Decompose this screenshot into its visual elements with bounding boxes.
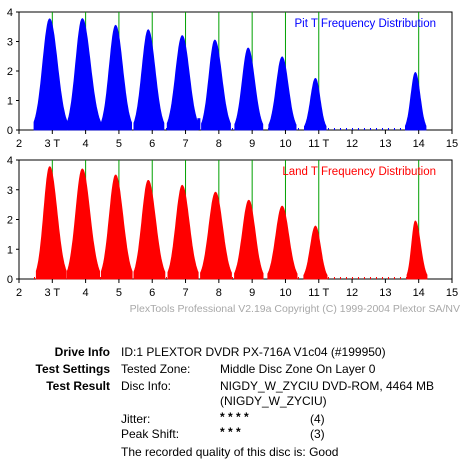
chart1-xtick-label-9: 9 [249, 138, 255, 150]
chart2-xtick-label-2: 2 [16, 287, 22, 299]
chart1-peak-5t [100, 24, 132, 131]
chart1-peak-8t [201, 39, 231, 131]
chart2-xtick-label-11: 11 T [308, 287, 329, 299]
disc-info-value-2: (NIGDY_W_ZYCIU) [220, 394, 327, 408]
chart2-xtick-label-15: 15 [446, 287, 458, 299]
drive-info-value: ID:1 PLEXTOR DVDR PX-716A V1c04 (#199950… [121, 345, 386, 359]
chart2-peak-7t [167, 184, 199, 280]
drive-info-label: Drive Info [54, 345, 110, 359]
peak-shift-score: (3) [310, 427, 325, 441]
chart1-title: Pit T Frequency Distribution [295, 18, 436, 30]
copyright-text: PlexTools Professional V2.19a Copyright … [129, 303, 460, 315]
jitter-stars: * * * * [220, 410, 249, 424]
chart1-xtick-label-11: 11 T [308, 138, 329, 150]
chart1-peak-6t [133, 29, 165, 131]
chart1-peak-3t [33, 18, 68, 131]
chart2-xtick-label-4: 4 [83, 287, 89, 299]
chart2-ytick-label-4: 4 [7, 155, 13, 167]
chart2-xtick-label-7: 7 [182, 287, 188, 299]
chart2-peak-4t [66, 168, 100, 280]
chart1-xtick-label-5: 5 [116, 138, 122, 150]
disc-info-label: Disc Info: [121, 379, 172, 393]
chart1-xtick-label-6: 6 [149, 138, 155, 150]
chart1-xtick-label-10: 10 [279, 138, 291, 150]
peak-shift-stars: * * * [220, 425, 241, 439]
chart1-peak-14t [405, 72, 427, 131]
chart1-ytick-label-3: 3 [7, 37, 13, 49]
chart1-xtick-label-14: 14 [413, 138, 425, 150]
chart2-ytick-label-1: 1 [7, 244, 13, 256]
chart2-peak-10t [267, 205, 298, 280]
chart2-xtick-label-13: 13 [379, 287, 391, 299]
chart1-spike-0 [197, 118, 201, 130]
chart2-xtick-label-3: 3 T [44, 287, 60, 299]
chart2-xtick-label-12: 12 [346, 287, 358, 299]
tested-zone-label: Tested Zone: [121, 362, 191, 376]
chart1-xtick-label-12: 12 [346, 138, 358, 150]
chart1-ytick-label-1: 1 [7, 96, 13, 108]
peak-shift-label: Peak Shift: [121, 427, 180, 441]
chart2-xtick-label-8: 8 [216, 287, 222, 299]
chart1-peak-7t [166, 35, 199, 131]
chart2-peak-11t [303, 225, 328, 280]
chart1-peak-9t [234, 47, 264, 131]
test-settings-label: Test Settings [35, 362, 110, 376]
chart1-ytick-label-0: 0 [7, 125, 13, 137]
chart2-ytick-label-0: 0 [7, 274, 13, 286]
chart1-ytick-label-2: 2 [7, 66, 13, 78]
chart2-peak-5t [100, 174, 133, 280]
chart2-ytick-label-2: 2 [7, 215, 13, 227]
chart2-xtick-label-14: 14 [413, 287, 425, 299]
chart1-peak-4t [66, 17, 101, 131]
chart2-peak-3t [35, 166, 67, 280]
disc-info-value: NIGDY_W_ZYCIU DVD-ROM, 4464 MB [220, 379, 435, 393]
chart1-peak-11t [304, 77, 327, 131]
chart2-peak-6t [133, 180, 166, 280]
tested-zone-value: Middle Disc Zone On Layer 0 [220, 362, 376, 376]
chart2-peak-8t [200, 191, 232, 280]
chart1-xtick-label-3: 3 T [44, 138, 60, 150]
chart1-xtick-label-13: 13 [379, 138, 391, 150]
chart2-xtick-label-9: 9 [249, 287, 255, 299]
test-result-label: Test Result [46, 379, 110, 393]
chart2-xtick-label-10: 10 [279, 287, 291, 299]
chart1-peak-10t [268, 56, 297, 131]
chart1-xtick-label-15: 15 [446, 138, 458, 150]
chart1-xtick-label-4: 4 [83, 138, 89, 150]
jitter-label: Jitter: [121, 412, 151, 426]
chart1-xtick-label-2: 2 [16, 138, 22, 150]
chart1-xtick-label-7: 7 [182, 138, 188, 150]
chart2-ytick-label-3: 3 [7, 185, 13, 197]
chart2-peak-14t [406, 220, 428, 280]
quality-text: The recorded quality of this disc is: Go… [121, 445, 339, 459]
chart1-xtick-label-8: 8 [216, 138, 222, 150]
chart2-xtick-label-5: 5 [116, 287, 122, 299]
jitter-score: (4) [310, 412, 325, 426]
chart2-title: Land T Frequency Distribution [282, 166, 436, 178]
chart2-xtick-label-6: 6 [149, 287, 155, 299]
chart2-peak-9t [234, 199, 264, 280]
chart1-ytick-label-4: 4 [7, 7, 13, 19]
